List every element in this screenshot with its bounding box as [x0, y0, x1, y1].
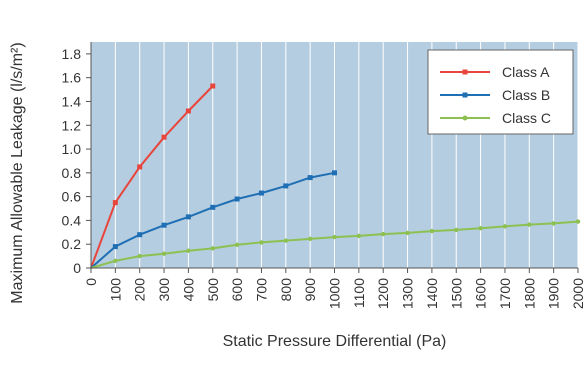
- x-tick-label: 300: [156, 278, 172, 302]
- x-tick-label: 1200: [375, 278, 391, 309]
- data-point: [478, 225, 483, 231]
- x-tick-label: 1100: [351, 278, 367, 308]
- x-tick-label: 400: [180, 278, 196, 302]
- data-point: [307, 236, 313, 242]
- data-point: [332, 170, 337, 176]
- data-point: [210, 246, 215, 251]
- x-tick-label: 600: [229, 278, 245, 302]
- x-tick-label: 200: [132, 278, 148, 302]
- x-tick-label: 0: [83, 278, 99, 286]
- data-point: [454, 227, 459, 233]
- data-point: [234, 242, 240, 248]
- y-axis-title: Maximum Allowable Leakage (l/s/m²): [9, 42, 26, 303]
- data-point: [234, 196, 240, 202]
- x-tick-label: 2000: [570, 278, 586, 309]
- data-point: [259, 240, 264, 245]
- data-point: [381, 231, 386, 237]
- series-line-class-a: [90, 85, 214, 269]
- data-point: [575, 219, 581, 224]
- legend-label: Class A: [502, 64, 550, 80]
- x-tick-label: 1300: [400, 278, 416, 309]
- data-point: [502, 224, 508, 229]
- data-point: [210, 204, 216, 210]
- x-tick-label: 800: [278, 278, 294, 302]
- legend-marker: [462, 92, 468, 98]
- data-point: [161, 134, 167, 140]
- x-tick-label: 1400: [424, 278, 440, 309]
- data-point: [527, 222, 532, 227]
- data-point: [185, 108, 191, 114]
- legend-label: Class B: [502, 87, 550, 103]
- legend-label: Class C: [502, 110, 551, 126]
- data-point: [405, 230, 410, 236]
- x-tick-label: 700: [253, 278, 269, 302]
- x-tick-label: 100: [107, 278, 123, 302]
- y-tick-label: 0.4: [62, 212, 82, 228]
- x-tick-label: 500: [205, 278, 221, 302]
- y-tick-label: 1.6: [62, 70, 82, 86]
- data-point: [113, 258, 118, 264]
- data-point: [186, 248, 191, 253]
- y-tick-label: 0.8: [62, 165, 82, 181]
- x-axis-title: Static Pressure Differential (Pa): [223, 333, 447, 350]
- data-point: [137, 253, 142, 259]
- legend-marker: [462, 115, 468, 121]
- y-tick-label: 1.2: [62, 117, 82, 133]
- y-tick-label: 0.2: [62, 236, 82, 252]
- data-point: [112, 200, 118, 206]
- data-point: [161, 222, 167, 228]
- y-tick-label: 0.6: [62, 189, 82, 205]
- x-tick-label: 900: [302, 278, 318, 302]
- y-tick-label: 1.8: [62, 46, 82, 62]
- y-tick-label: 1.0: [62, 141, 82, 157]
- data-point: [356, 233, 362, 239]
- x-tick-label: 1700: [497, 278, 513, 309]
- legend-box: [427, 49, 574, 135]
- data-point: [258, 190, 264, 196]
- data-point: [429, 228, 435, 234]
- legend-marker: [462, 69, 468, 75]
- x-tick-label: 1500: [448, 278, 464, 309]
- data-point: [112, 244, 118, 250]
- data-point: [551, 221, 556, 226]
- x-tick-label: 1800: [521, 278, 537, 309]
- x-tick-label: 1000: [327, 278, 343, 309]
- data-point: [137, 232, 143, 238]
- data-point: [137, 164, 143, 170]
- data-point: [283, 183, 289, 189]
- data-point: [307, 175, 313, 181]
- x-tick-label: 1900: [546, 278, 562, 309]
- y-tick-label: 1.4: [62, 93, 82, 109]
- data-point: [185, 214, 191, 220]
- x-tick-label: 1600: [473, 278, 489, 309]
- data-point: [332, 234, 337, 240]
- data-point: [161, 251, 167, 256]
- data-point: [283, 238, 288, 243]
- data-point: [210, 83, 216, 89]
- y-tick-label: 0: [73, 260, 81, 276]
